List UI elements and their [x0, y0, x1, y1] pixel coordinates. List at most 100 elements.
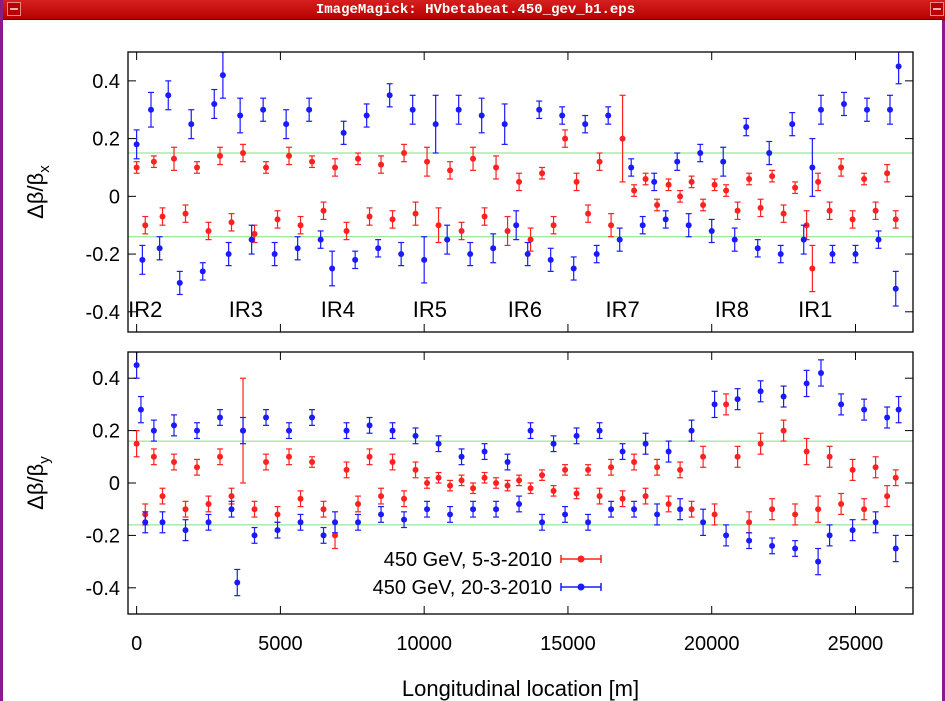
data-point [263, 459, 270, 466]
data-point [809, 265, 816, 272]
data-point [766, 150, 773, 157]
data-point [642, 440, 649, 447]
data-point [194, 427, 201, 434]
data-point [478, 112, 485, 119]
plot-frame [127, 51, 914, 333]
data-point [593, 251, 600, 258]
data-point [182, 527, 189, 534]
data-point [573, 432, 580, 439]
data-point [329, 265, 336, 272]
data-point [237, 112, 244, 119]
ir-label: IR6 [508, 297, 542, 322]
data-point [809, 164, 816, 171]
data-point [516, 477, 523, 484]
data-point [228, 493, 235, 500]
data-point [642, 493, 649, 500]
data-point [504, 482, 511, 489]
data-point [274, 527, 281, 534]
data-point [481, 213, 488, 220]
y-axis-label-main: Δβ/β [23, 464, 48, 510]
data-point [432, 121, 439, 128]
data-point [562, 135, 569, 142]
data-point [872, 207, 879, 214]
data-point [159, 493, 166, 500]
data-point [536, 106, 543, 113]
data-point [792, 511, 799, 518]
data-point [317, 236, 324, 243]
data-point [217, 453, 224, 460]
data-point [861, 176, 868, 183]
data-point [895, 406, 902, 413]
data-point [355, 500, 362, 507]
data-point [711, 181, 718, 188]
ir-label: IR1 [798, 297, 832, 322]
data-point [513, 222, 520, 229]
data-point [527, 485, 534, 492]
data-point [199, 268, 206, 275]
legend-marker [577, 555, 585, 563]
data-point [286, 453, 293, 460]
y-tick-label: 0.4 [92, 368, 120, 390]
data-point [826, 453, 833, 460]
data-point [573, 178, 580, 185]
maximize-icon[interactable] [930, 2, 944, 16]
data-point [435, 474, 442, 481]
data-point [527, 427, 534, 434]
data-point [343, 466, 350, 473]
data-point [731, 236, 738, 243]
data-point [720, 158, 727, 165]
data-point [352, 256, 359, 263]
panel-horizontal: 0.4 0.2 0 -0.2 -0.4 Δβ/βx IR2 IR3 IR4 IR5 IR6 IR7 IR… [23, 51, 914, 333]
data-point [424, 480, 431, 486]
data-point [838, 401, 845, 408]
data-point [171, 155, 178, 162]
ir-label: IR7 [605, 297, 639, 322]
data-point [309, 414, 316, 421]
data-point [674, 158, 681, 165]
data-point [884, 414, 891, 421]
data-point [817, 106, 824, 113]
data-point [570, 265, 577, 272]
legend-label: 450 GeV, 5-3-2010 [384, 549, 552, 571]
data-point [490, 245, 497, 252]
data-point [685, 222, 692, 229]
data-point [297, 222, 304, 229]
data-point [562, 466, 569, 473]
data-point [366, 213, 373, 220]
data-point [826, 207, 833, 214]
ir-label: IR5 [413, 297, 447, 322]
data-point [605, 112, 612, 119]
window-titlebar[interactable]: ImageMagick: HVbetabeat.450_gev_b1.eps [3, 0, 945, 20]
data-point [481, 474, 488, 481]
y-tick-label: 0 [109, 186, 120, 208]
data-point [389, 459, 396, 466]
data-point [688, 178, 695, 185]
data-point [840, 100, 847, 107]
data-point [769, 542, 776, 549]
data-point [248, 236, 255, 243]
data-point [176, 279, 183, 286]
data-point [142, 222, 149, 229]
window-title: ImageMagick: HVbetabeat.450_gev_b1.eps [315, 2, 636, 18]
data-point [708, 227, 715, 234]
data-point [723, 401, 730, 408]
y-axis-label-sub: x [36, 165, 53, 173]
data-point [829, 251, 836, 258]
data-point [501, 121, 508, 128]
data-point [800, 236, 807, 243]
data-point [838, 164, 845, 171]
data-point [815, 558, 822, 565]
data-point [424, 158, 431, 165]
data-point [435, 222, 442, 229]
x-axis-label: Longitudinal location [m] [402, 676, 639, 701]
data-point [133, 141, 140, 148]
data-point [458, 453, 465, 460]
minimize-icon[interactable] [7, 2, 21, 16]
data-point [251, 506, 258, 513]
panel-vertical: 0.4 0.2 0 -0.2 -0.4 Δβ/βy 0 5000 10000 15000 20000… [23, 351, 914, 701]
data-point [711, 401, 718, 408]
y-tick-label: -0.2 [86, 244, 120, 266]
data-point [159, 519, 166, 526]
y-tick-label: 0.2 [92, 421, 120, 443]
